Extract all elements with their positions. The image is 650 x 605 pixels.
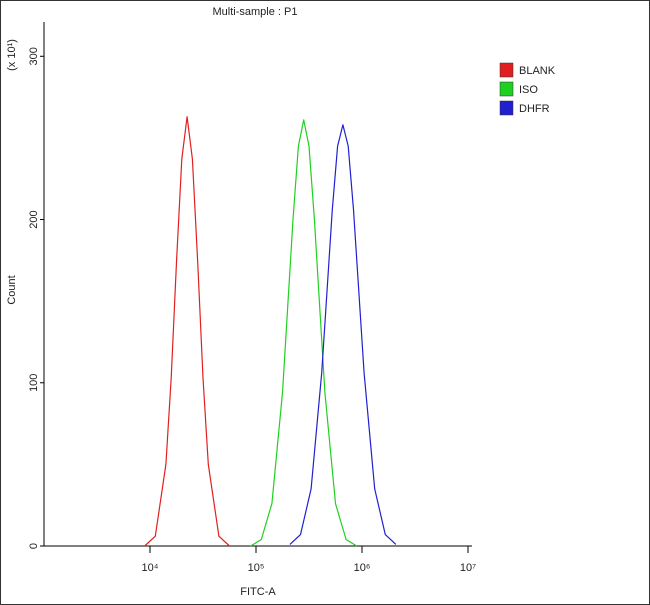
x-tick-label: 10⁷ [460, 562, 476, 574]
x-axis-label: FITC-A [240, 586, 276, 598]
series-line [250, 119, 358, 547]
legend-swatch [499, 81, 514, 97]
x-tick-label: 10⁴ [142, 562, 159, 574]
legend-label: DHFR [519, 103, 550, 115]
x-tick-label: 10⁶ [354, 562, 371, 574]
legend-label: ISO [519, 84, 538, 96]
y-tick-label: 0 [28, 543, 40, 549]
chart-title: Multi-sample : P1 [213, 6, 298, 18]
legend-label: BLANK [519, 65, 556, 77]
y-tick-label: 100 [28, 374, 40, 392]
y-tick-label: 300 [28, 47, 40, 65]
x-tick-label: 10⁵ [248, 562, 265, 574]
y-multiplier: (x 10¹) [6, 39, 18, 71]
series-line [289, 124, 397, 545]
legend-swatch [499, 100, 514, 116]
legend-swatch [499, 62, 514, 78]
series-line [144, 116, 230, 547]
y-tick-label: 200 [28, 210, 40, 228]
y-axis-label: Count [6, 275, 18, 304]
